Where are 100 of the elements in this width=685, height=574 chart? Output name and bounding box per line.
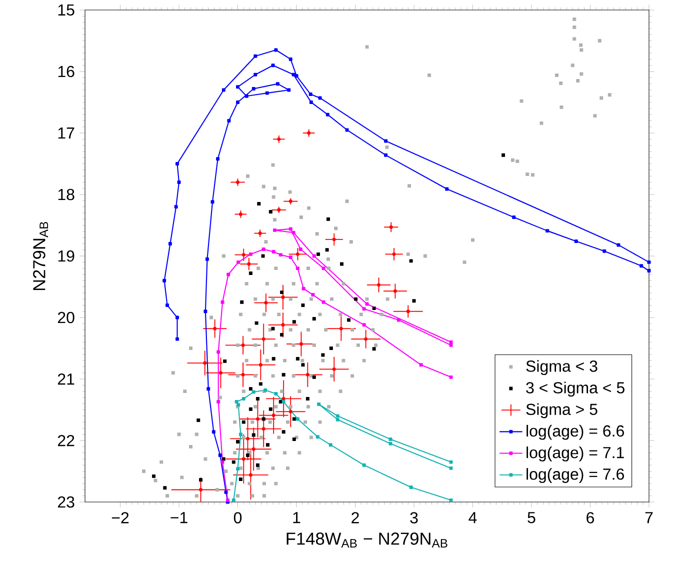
point bbox=[449, 343, 453, 347]
point bbox=[272, 250, 276, 254]
point bbox=[212, 430, 216, 434]
x-tick-label: 3 bbox=[410, 512, 418, 524]
point bbox=[223, 359, 227, 363]
point bbox=[325, 248, 329, 252]
point bbox=[256, 417, 260, 421]
x-tick-label: 6 bbox=[586, 512, 594, 524]
point bbox=[302, 286, 306, 290]
point bbox=[236, 260, 240, 264]
point bbox=[262, 427, 266, 431]
point bbox=[282, 396, 286, 400]
point bbox=[227, 118, 231, 122]
point bbox=[236, 467, 240, 471]
point bbox=[241, 372, 245, 376]
y-tick-label: 23 bbox=[58, 496, 74, 508]
point bbox=[336, 418, 340, 422]
point bbox=[261, 254, 265, 258]
point bbox=[213, 326, 217, 330]
x-tick-label: 7 bbox=[645, 512, 653, 524]
point bbox=[264, 301, 268, 304]
point bbox=[162, 278, 166, 282]
point bbox=[406, 310, 410, 314]
point bbox=[364, 337, 368, 341]
point bbox=[248, 252, 252, 256]
point bbox=[512, 216, 516, 220]
point bbox=[339, 326, 343, 330]
point bbox=[392, 252, 396, 256]
point bbox=[332, 367, 336, 371]
point bbox=[268, 210, 272, 214]
point bbox=[312, 317, 316, 320]
point bbox=[449, 375, 453, 379]
x-tick-label: −2 bbox=[112, 512, 129, 524]
point bbox=[254, 54, 258, 58]
point bbox=[220, 460, 224, 464]
point bbox=[276, 82, 280, 86]
point bbox=[176, 337, 179, 341]
point bbox=[258, 382, 262, 386]
legend-label: Sigma > 5 bbox=[526, 403, 598, 418]
point bbox=[205, 257, 209, 261]
point bbox=[238, 478, 242, 482]
point bbox=[216, 350, 220, 354]
point bbox=[301, 363, 305, 367]
legend-label: 3 < Sigma < 5 bbox=[526, 382, 624, 397]
point bbox=[316, 252, 320, 256]
point bbox=[218, 371, 222, 375]
point bbox=[246, 436, 250, 440]
point bbox=[409, 486, 413, 489]
x-tick-label: 2 bbox=[352, 512, 359, 524]
point bbox=[384, 139, 388, 143]
point bbox=[288, 256, 292, 259]
point bbox=[292, 320, 296, 324]
point bbox=[262, 337, 266, 341]
point bbox=[242, 396, 246, 400]
point bbox=[326, 217, 330, 221]
point bbox=[311, 293, 315, 297]
point bbox=[616, 243, 620, 247]
point bbox=[296, 252, 300, 256]
point bbox=[336, 414, 340, 418]
point bbox=[372, 306, 376, 310]
point bbox=[546, 229, 550, 233]
point bbox=[254, 321, 258, 325]
point bbox=[252, 433, 256, 437]
point bbox=[252, 87, 256, 90]
point bbox=[218, 454, 222, 458]
y-tick-label: 16 bbox=[58, 66, 74, 78]
point bbox=[296, 356, 300, 360]
point bbox=[282, 372, 286, 376]
point bbox=[166, 303, 169, 307]
point bbox=[247, 262, 251, 266]
point bbox=[240, 300, 244, 304]
point bbox=[252, 447, 256, 451]
point bbox=[222, 88, 226, 92]
point bbox=[199, 478, 202, 482]
point bbox=[176, 316, 179, 320]
point bbox=[199, 488, 202, 492]
point bbox=[272, 356, 276, 360]
point bbox=[288, 58, 292, 61]
point bbox=[312, 375, 316, 379]
point bbox=[317, 402, 321, 406]
point bbox=[362, 463, 366, 467]
point bbox=[256, 463, 260, 467]
point bbox=[602, 249, 606, 253]
point bbox=[292, 72, 296, 76]
point bbox=[258, 363, 262, 367]
point bbox=[177, 180, 181, 184]
point bbox=[306, 396, 310, 400]
point bbox=[262, 248, 266, 251]
y-tick-label: 22 bbox=[58, 434, 74, 446]
y-tick-label: 20 bbox=[58, 312, 74, 324]
point bbox=[322, 300, 326, 304]
point bbox=[282, 430, 286, 434]
legend-label: Sigma < 3 bbox=[526, 360, 598, 376]
point bbox=[388, 438, 392, 442]
point bbox=[362, 323, 366, 327]
point bbox=[316, 435, 320, 439]
point bbox=[257, 202, 261, 206]
point bbox=[396, 318, 400, 322]
point bbox=[299, 342, 303, 346]
point bbox=[210, 200, 214, 204]
